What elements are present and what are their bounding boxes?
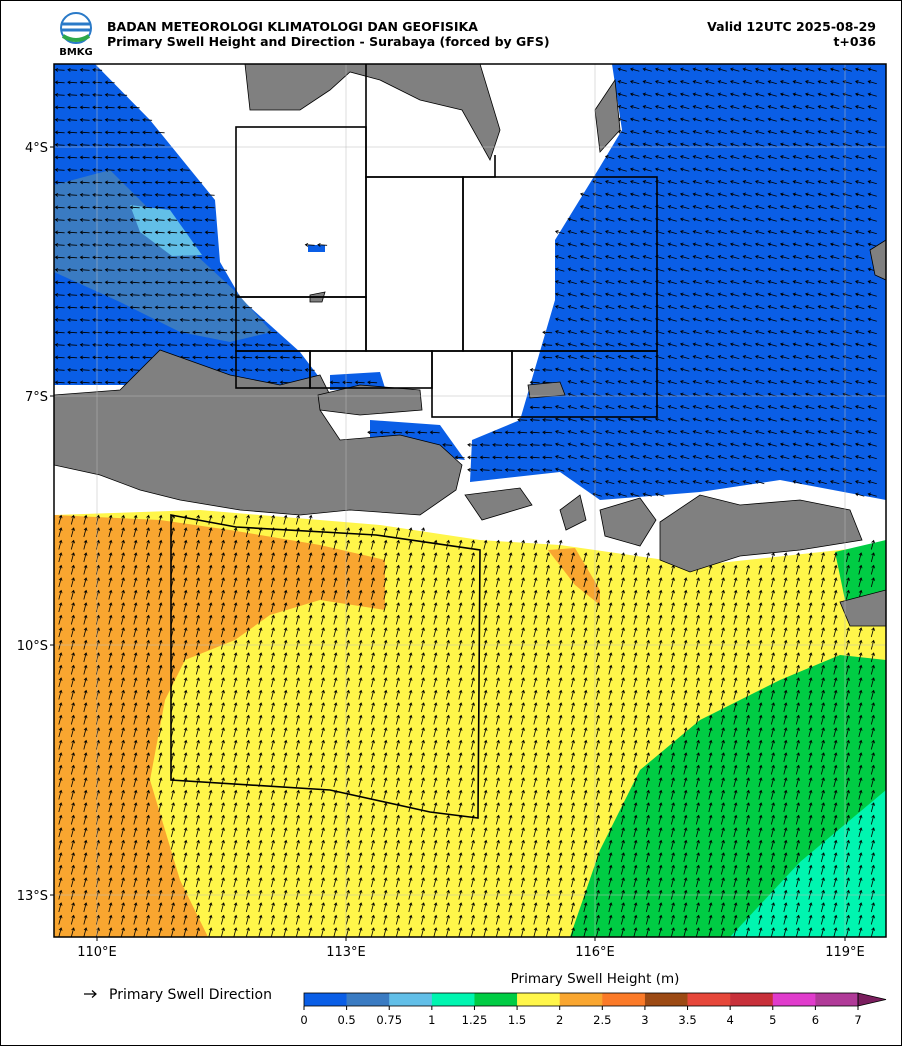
lead-time: t+036 (833, 34, 876, 49)
colorbar-frame (303, 992, 859, 1007)
lat-tick-label: 4°S (25, 141, 48, 156)
colorbar-label: 0 (300, 1013, 307, 1027)
colorbar-segment (687, 993, 731, 1006)
colorbar-segment (815, 993, 859, 1006)
land (54, 64, 886, 627)
colorbar-label: 0.5 (337, 1013, 355, 1027)
lon-tick-label: 110°E (77, 945, 117, 960)
colorbar-label: 6 (812, 1013, 819, 1027)
colorbar-segment (389, 993, 433, 1006)
colorbar-title: Primary Swell Height (m) (511, 971, 680, 987)
lon-tick-label: 113°E (326, 945, 366, 960)
arrow-symbol (84, 990, 97, 998)
colorbar-segment (772, 993, 816, 1006)
colorbar-label: 2.5 (593, 1013, 611, 1027)
map-frame (53, 63, 887, 938)
colorbar-label: 7 (854, 1013, 861, 1027)
colorbar-segment (517, 993, 560, 1006)
lat-tick-label: 10°S (17, 639, 48, 654)
logo: BMKG (59, 12, 93, 58)
swell-arrows (54, 67, 877, 937)
colorbar-label: 1.5 (508, 1013, 526, 1027)
map-title: Primary Swell Height and Direction - Sur… (107, 34, 550, 49)
lat-tick-label: 13°S (17, 889, 48, 904)
graticule (54, 64, 886, 937)
colorbar-label: 4 (726, 1013, 733, 1027)
colorbar-label: 1 (428, 1013, 435, 1027)
colorbar-segment (602, 993, 646, 1006)
valid-time: Valid 12UTC 2025-08-29 (707, 19, 876, 34)
colorbar-label: 5 (769, 1013, 776, 1027)
lat-tick-label: 7°S (25, 390, 48, 405)
arrow-label: Primary Swell Direction (109, 987, 272, 1003)
colorbar-segment (559, 993, 603, 1006)
colorbar-segment (730, 993, 774, 1006)
arrow-legend: Primary Swell Direction (84, 987, 272, 1003)
axes: 4°S 7°S 10°S 13°S 110°E 113°E 116°E 119°E (17, 141, 865, 960)
colorbar-segment (644, 993, 688, 1006)
colorbar-segment (304, 993, 347, 1006)
logo-text: BMKG (59, 47, 93, 58)
colorbar-segment (431, 993, 475, 1006)
map (54, 64, 886, 937)
colorbar-label: 3 (641, 1013, 648, 1027)
colorbar-label: 1.25 (462, 1013, 488, 1027)
colorbar-segment (474, 993, 518, 1006)
colorbar: 0 0.5 0.75 1 1.25 1.5 2 2.5 3 3.5 4 5 6 7 (300, 992, 887, 1027)
lon-tick-label: 119°E (825, 945, 865, 960)
colorbar-label: 2 (556, 1013, 563, 1027)
zone-boundaries (170, 64, 658, 819)
colorbar-label: 3.5 (678, 1013, 696, 1027)
lon-tick-label: 116°E (575, 945, 615, 960)
colorbar-label: 0.75 (376, 1013, 402, 1027)
colorbar-segment (346, 993, 390, 1006)
org-name: BADAN METEOROLOGI KLIMATOLOGI DAN GEOFIS… (107, 19, 478, 34)
